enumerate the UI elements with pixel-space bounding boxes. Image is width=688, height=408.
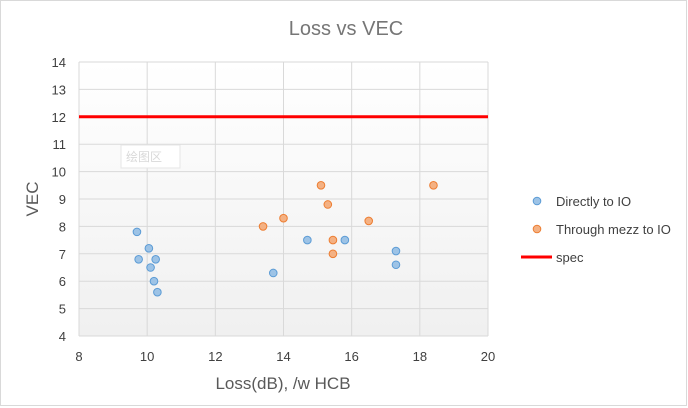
- x-tick-label: 18: [413, 349, 427, 364]
- x-tick-label: 16: [344, 349, 358, 364]
- data-point-through-mezz-to-io[interactable]: [429, 181, 438, 190]
- plot-area-tooltip-text: 绘图区: [126, 149, 162, 164]
- data-point-directly-to-io[interactable]: [134, 254, 143, 264]
- legend-label-spec: spec: [556, 250, 584, 265]
- data-point-directly-to-io[interactable]: [268, 268, 278, 278]
- data-point-through-mezz-to-io[interactable]: [328, 249, 338, 259]
- y-tick-label: 11: [53, 137, 67, 152]
- y-tick-label: 6: [59, 274, 66, 289]
- data-point-directly-to-io[interactable]: [144, 244, 154, 253]
- x-tick-label: 14: [276, 349, 290, 364]
- x-tick-label: 12: [208, 349, 222, 364]
- y-tick-label: 5: [59, 302, 66, 317]
- data-point-through-mezz-to-io[interactable]: [258, 222, 268, 231]
- x-tick-label: 10: [140, 349, 154, 364]
- legend-marker-through-mezz-to-io: [532, 224, 542, 234]
- y-tick-label: 14: [52, 55, 66, 70]
- y-tick-label: 4: [59, 329, 66, 344]
- data-point-through-mezz-to-io[interactable]: [279, 213, 288, 223]
- chart-title: Loss vs VEC: [289, 18, 403, 40]
- legend-label-through-mezz-to-io: Through mezz to IO: [556, 222, 671, 237]
- x-tick-label: 8: [75, 349, 82, 364]
- plot-area-tooltip: [120, 144, 181, 169]
- data-point-through-mezz-to-io[interactable]: [316, 181, 326, 190]
- y-tick-label: 9: [59, 192, 66, 207]
- y-tick-label: 10: [52, 165, 66, 180]
- data-point-directly-to-io[interactable]: [146, 263, 155, 272]
- data-point-directly-to-io[interactable]: [149, 276, 159, 286]
- data-point-through-mezz-to-io[interactable]: [328, 235, 338, 245]
- y-tick-label: 12: [52, 110, 66, 125]
- legend[interactable]: Directly to IO Through mezz to IO spec: [521, 194, 671, 265]
- data-point-directly-to-io[interactable]: [340, 235, 350, 245]
- y-tick-label: 8: [59, 219, 66, 234]
- x-tick-label: 20: [481, 349, 495, 364]
- x-axis-label: Loss(dB), /w HCB: [215, 374, 350, 393]
- data-point-through-mezz-to-io[interactable]: [323, 200, 333, 209]
- y-tick-label: 13: [52, 82, 66, 97]
- legend-label-directly-to-io: Directly to IO: [556, 194, 631, 209]
- y-tick-label: 7: [59, 247, 66, 262]
- data-point-directly-to-io[interactable]: [391, 246, 401, 256]
- legend-marker-directly-to-io: [532, 196, 542, 206]
- data-point-directly-to-io[interactable]: [153, 287, 162, 297]
- data-point-directly-to-io[interactable]: [391, 260, 401, 270]
- data-point-directly-to-io[interactable]: [132, 227, 142, 237]
- data-point-directly-to-io[interactable]: [151, 254, 160, 264]
- data-point-directly-to-io[interactable]: [303, 235, 312, 245]
- data-point-through-mezz-to-io[interactable]: [364, 216, 374, 226]
- y-axis-label: VEC: [23, 182, 42, 217]
